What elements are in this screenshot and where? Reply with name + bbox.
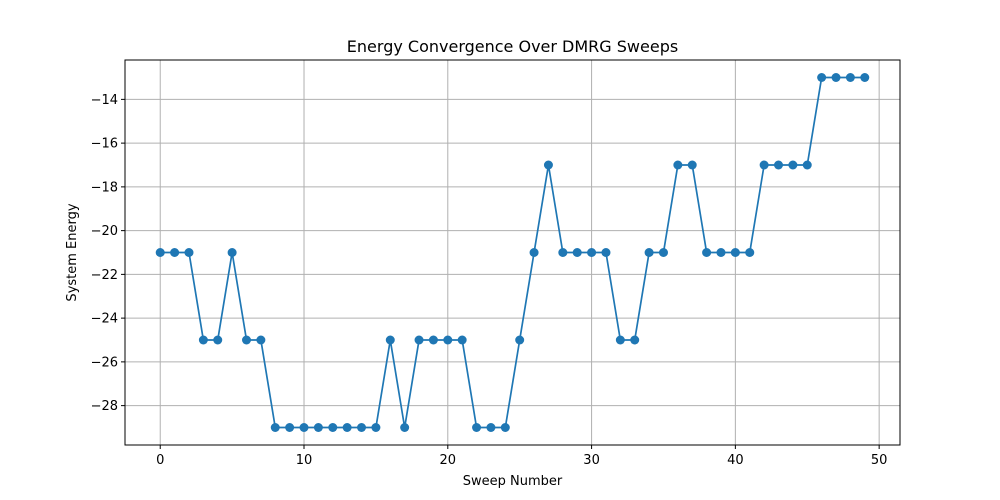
data-point <box>241 335 251 345</box>
data-point <box>759 160 769 170</box>
y-tick-label: −16 <box>91 137 118 152</box>
data-point <box>644 248 654 257</box>
data-point <box>342 423 352 432</box>
data-point <box>299 423 309 432</box>
data-point <box>457 335 467 345</box>
x-tick-label: 30 <box>583 453 600 468</box>
data-point <box>630 335 640 345</box>
data-point <box>860 73 870 82</box>
data-point <box>443 335 453 345</box>
data-point <box>658 248 668 257</box>
data-point <box>774 160 784 170</box>
y-tick-label: −26 <box>91 355 118 370</box>
data-point <box>687 160 697 170</box>
y-tick-label: −18 <box>91 180 118 195</box>
y-tick-label: −22 <box>91 268 118 283</box>
data-point <box>500 423 510 432</box>
data-point <box>745 248 755 257</box>
data-point <box>328 423 338 432</box>
data-point <box>716 248 726 257</box>
axis-ticks: 0 10 20 30 40 50 −28 −26 −24 −22 −20 −18 −16 −14 <box>91 93 888 468</box>
data-point <box>673 160 683 170</box>
data-point <box>472 423 482 432</box>
y-tick-label: −24 <box>91 312 118 327</box>
data-point <box>198 335 208 345</box>
x-tick-label: 0 <box>156 453 164 468</box>
data-point <box>428 335 438 345</box>
data-point <box>558 248 568 257</box>
data-point <box>170 248 180 257</box>
data-point <box>155 248 165 257</box>
x-tick-label: 40 <box>727 453 744 468</box>
grid <box>125 60 900 445</box>
data-point <box>400 423 410 432</box>
data-point <box>730 248 740 257</box>
y-axis-label: System Energy <box>65 203 80 301</box>
data-point <box>371 423 381 432</box>
y-tick-label: −28 <box>91 399 118 414</box>
data-point <box>529 248 539 257</box>
x-axis-label: Sweep Number <box>463 474 563 489</box>
data-point <box>184 248 194 257</box>
data-point <box>601 248 611 257</box>
data-point <box>213 335 223 345</box>
data-point <box>385 335 395 345</box>
x-tick-label: 50 <box>871 453 888 468</box>
data-point <box>817 73 827 82</box>
axes-frame <box>124 59 901 446</box>
data-point <box>357 423 367 432</box>
data-point <box>227 248 237 257</box>
data-point <box>788 160 798 170</box>
y-tick-label: −14 <box>91 93 118 108</box>
data-point <box>845 73 855 82</box>
data-point <box>831 73 841 82</box>
data-point <box>515 335 525 345</box>
data-point <box>414 335 424 345</box>
data-point <box>615 335 625 345</box>
data-point <box>486 423 496 432</box>
data-point <box>802 160 812 170</box>
data-point <box>702 248 712 257</box>
data-point <box>572 248 582 257</box>
data-point <box>543 160 553 170</box>
data-point <box>285 423 295 432</box>
chart-title: Energy Convergence Over DMRG Sweeps <box>347 37 678 56</box>
plot-series <box>155 73 870 432</box>
data-point <box>587 248 597 257</box>
data-point <box>270 423 280 432</box>
data-point <box>256 335 266 345</box>
x-tick-label: 20 <box>440 453 457 468</box>
y-tick-label: −20 <box>91 224 118 239</box>
x-tick-label: 10 <box>296 453 313 468</box>
data-point <box>313 423 323 432</box>
